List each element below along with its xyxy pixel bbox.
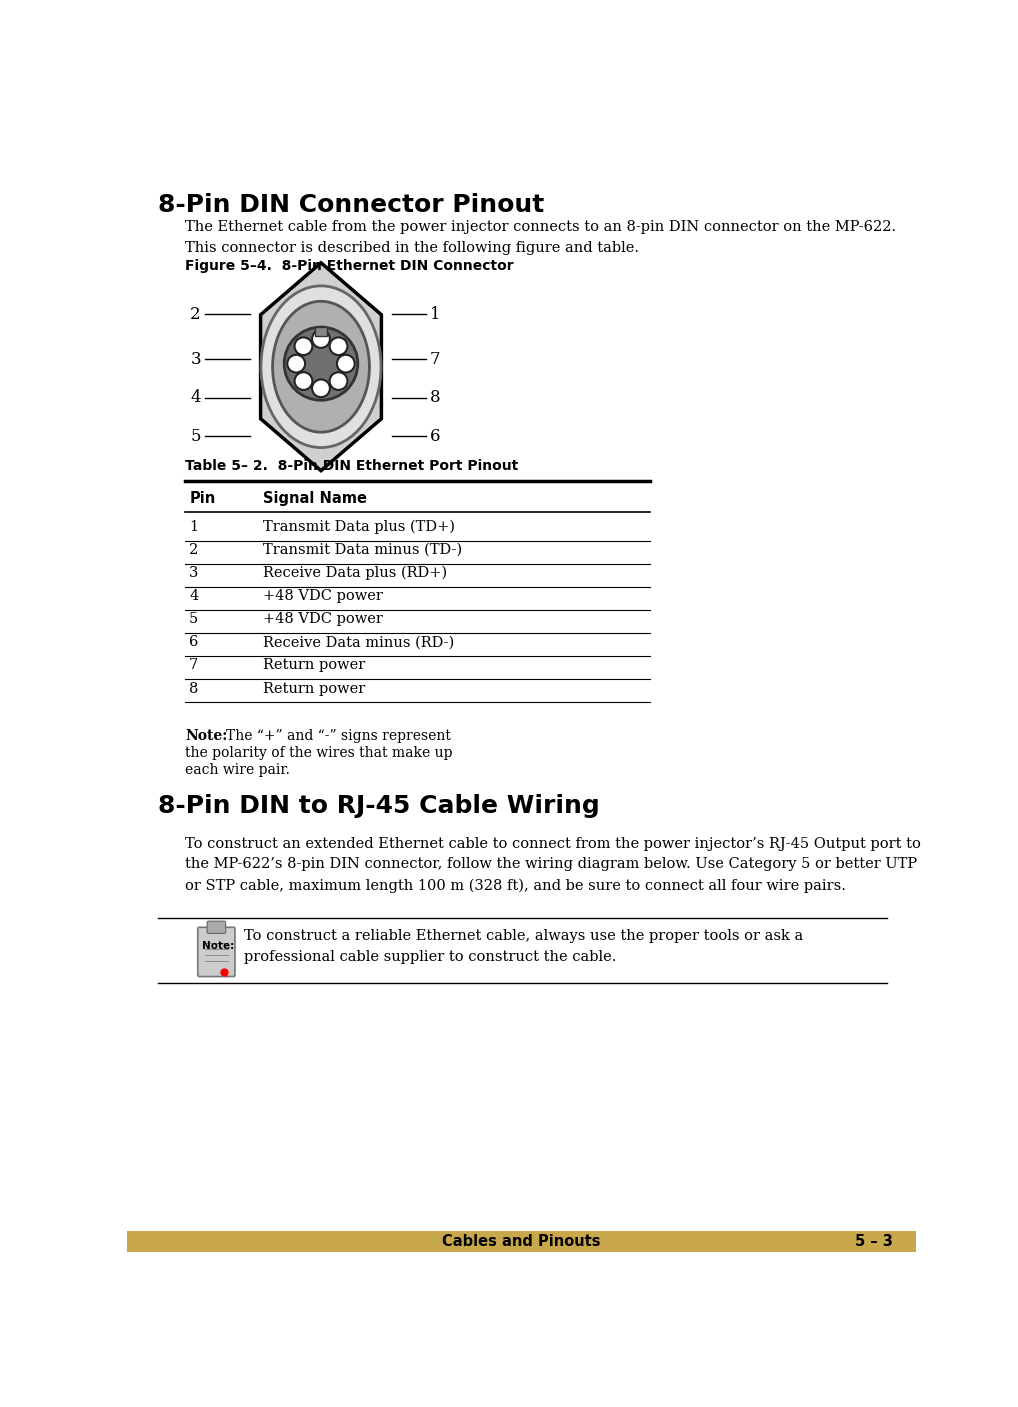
Circle shape <box>313 331 330 348</box>
Text: Transmit Data minus (TD-): Transmit Data minus (TD-) <box>263 543 462 557</box>
Circle shape <box>313 380 330 397</box>
Text: 5 – 3: 5 – 3 <box>855 1234 893 1249</box>
Text: The “+” and “-” signs represent: The “+” and “-” signs represent <box>226 729 451 743</box>
Text: Return power: Return power <box>263 681 365 695</box>
Text: Table 5– 2.  8-Pin DIN Ethernet Port Pinout: Table 5– 2. 8-Pin DIN Ethernet Port Pino… <box>185 459 518 473</box>
Text: Figure 5–4.  8-Pin Ethernet DIN Connector: Figure 5–4. 8-Pin Ethernet DIN Connector <box>185 259 514 273</box>
Text: 8: 8 <box>189 681 199 695</box>
Text: 8-Pin DIN Connector Pinout: 8-Pin DIN Connector Pinout <box>158 194 545 218</box>
Text: 1: 1 <box>430 305 440 322</box>
Ellipse shape <box>284 326 357 400</box>
Text: 3: 3 <box>190 350 201 367</box>
Text: Transmit Data plus (TD+): Transmit Data plus (TD+) <box>263 519 455 535</box>
Text: 4: 4 <box>190 388 201 407</box>
Circle shape <box>294 338 313 355</box>
FancyBboxPatch shape <box>197 927 235 976</box>
Text: 4: 4 <box>189 590 199 604</box>
Text: 5: 5 <box>190 428 201 445</box>
Text: Cables and Pinouts: Cables and Pinouts <box>443 1234 601 1249</box>
FancyBboxPatch shape <box>127 1231 916 1252</box>
Text: 2: 2 <box>190 305 201 322</box>
Text: 7: 7 <box>189 658 199 673</box>
Text: Note:: Note: <box>185 729 228 743</box>
Text: Receive Data minus (RD-): Receive Data minus (RD-) <box>263 636 454 650</box>
Text: 5: 5 <box>189 612 199 626</box>
Text: Pin: Pin <box>189 491 216 505</box>
Text: 8: 8 <box>430 388 440 407</box>
Text: Note:: Note: <box>203 941 235 951</box>
Text: +48 VDC power: +48 VDC power <box>263 612 383 626</box>
Text: each wire pair.: each wire pair. <box>185 763 290 777</box>
Text: 7: 7 <box>430 350 440 367</box>
Text: 1: 1 <box>189 521 199 533</box>
Text: To construct a reliable Ethernet cable, always use the proper tools or ask a
pro: To construct a reliable Ethernet cable, … <box>243 929 803 964</box>
Text: 6: 6 <box>430 428 440 445</box>
Text: The Ethernet cable from the power injector connects to an 8-pin DIN connector on: The Ethernet cable from the power inject… <box>185 221 897 255</box>
Text: Receive Data plus (RD+): Receive Data plus (RD+) <box>263 566 447 580</box>
Circle shape <box>287 355 305 373</box>
Text: Signal Name: Signal Name <box>263 491 366 505</box>
Circle shape <box>294 373 313 390</box>
Text: To construct an extended Ethernet cable to connect from the power injector’s RJ-: To construct an extended Ethernet cable … <box>185 837 921 892</box>
Ellipse shape <box>261 286 381 447</box>
Polygon shape <box>261 263 382 471</box>
Polygon shape <box>315 326 327 336</box>
FancyBboxPatch shape <box>207 922 226 933</box>
Text: the polarity of the wires that make up: the polarity of the wires that make up <box>185 746 453 760</box>
Ellipse shape <box>273 301 370 432</box>
Circle shape <box>330 373 347 390</box>
Text: 3: 3 <box>189 566 199 580</box>
Circle shape <box>330 338 347 355</box>
Text: 2: 2 <box>189 543 199 557</box>
Text: +48 VDC power: +48 VDC power <box>263 590 383 604</box>
Text: 8-Pin DIN to RJ-45 Cable Wiring: 8-Pin DIN to RJ-45 Cable Wiring <box>158 795 600 819</box>
Text: Return power: Return power <box>263 658 365 673</box>
Text: 6: 6 <box>189 636 199 650</box>
Circle shape <box>337 355 354 373</box>
